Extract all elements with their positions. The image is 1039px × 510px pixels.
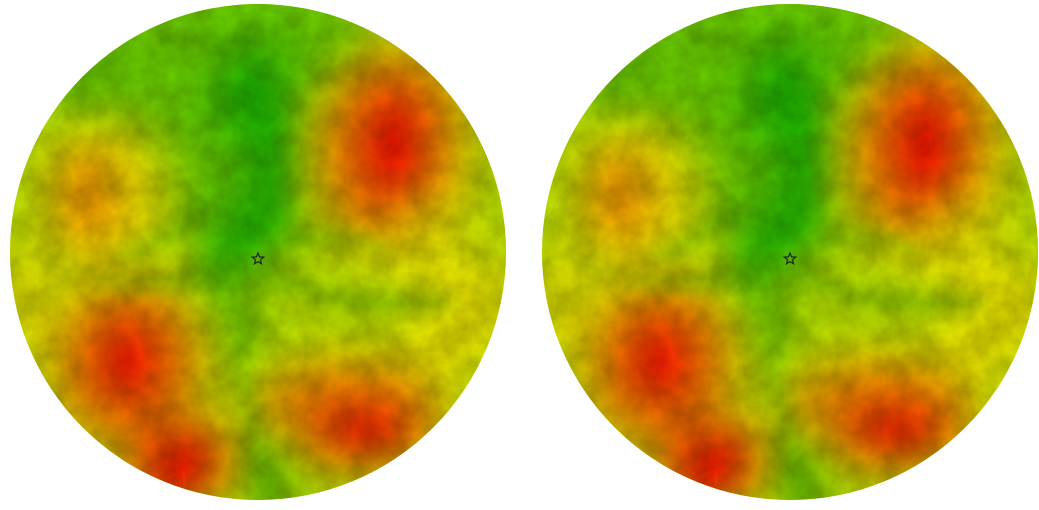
elevation-map-svg [542, 4, 1038, 500]
star-icon [782, 251, 798, 266]
elevation-map-svg [10, 4, 506, 500]
elevation-map-left [8, 2, 508, 502]
star-icon [250, 251, 266, 266]
elevation-map-right [540, 2, 1039, 502]
